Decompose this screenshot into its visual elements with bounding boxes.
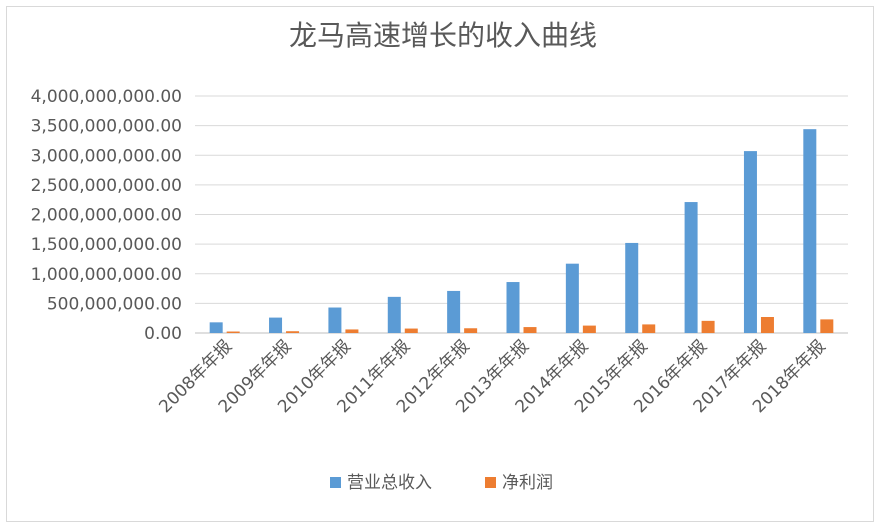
bar-revenue [387,296,401,333]
y-tick-label: 3,000,000,000.00 [31,146,182,166]
y-tick-label: 4,000,000,000.00 [31,87,182,107]
y-tick-label: 1,000,000,000.00 [31,265,182,285]
y-tick-label: 500,000,000.00 [47,294,182,314]
bar-net-profit [286,331,300,333]
legend-swatch [485,477,496,488]
bar-net-profit [464,328,478,333]
bar-net-profit [345,329,359,333]
chart-frame [6,6,874,522]
bar-revenue [565,263,579,333]
y-tick-label: 0.00 [144,324,182,344]
bar-revenue [506,282,520,333]
bar-revenue [743,151,757,333]
bar-revenue [447,290,461,333]
bar-net-profit [820,319,834,333]
y-tick-label: 2,500,000,000.00 [31,176,182,196]
bar-revenue [803,129,817,333]
bar-revenue [269,317,283,333]
bar-net-profit [226,331,240,333]
bar-revenue [209,322,223,333]
bar-net-profit [760,317,774,333]
y-tick-label: 2,000,000,000.00 [31,206,182,226]
bar-net-profit [523,327,537,333]
y-tick-label: 1,500,000,000.00 [31,235,182,255]
bar-revenue [684,202,698,333]
bar-net-profit [404,328,418,333]
bar-revenue [625,242,639,333]
legend-swatch [330,477,341,488]
y-tick-label: 3,500,000,000.00 [31,117,182,137]
bar-net-profit [582,325,596,333]
chart-title: 龙马高速增长的收入曲线 [288,19,597,52]
legend-label: 营业总收入 [347,473,432,493]
bar-net-profit [701,320,715,333]
bar-net-profit [642,324,656,333]
legend-label: 净利润 [502,473,553,493]
bar-revenue [328,307,342,333]
